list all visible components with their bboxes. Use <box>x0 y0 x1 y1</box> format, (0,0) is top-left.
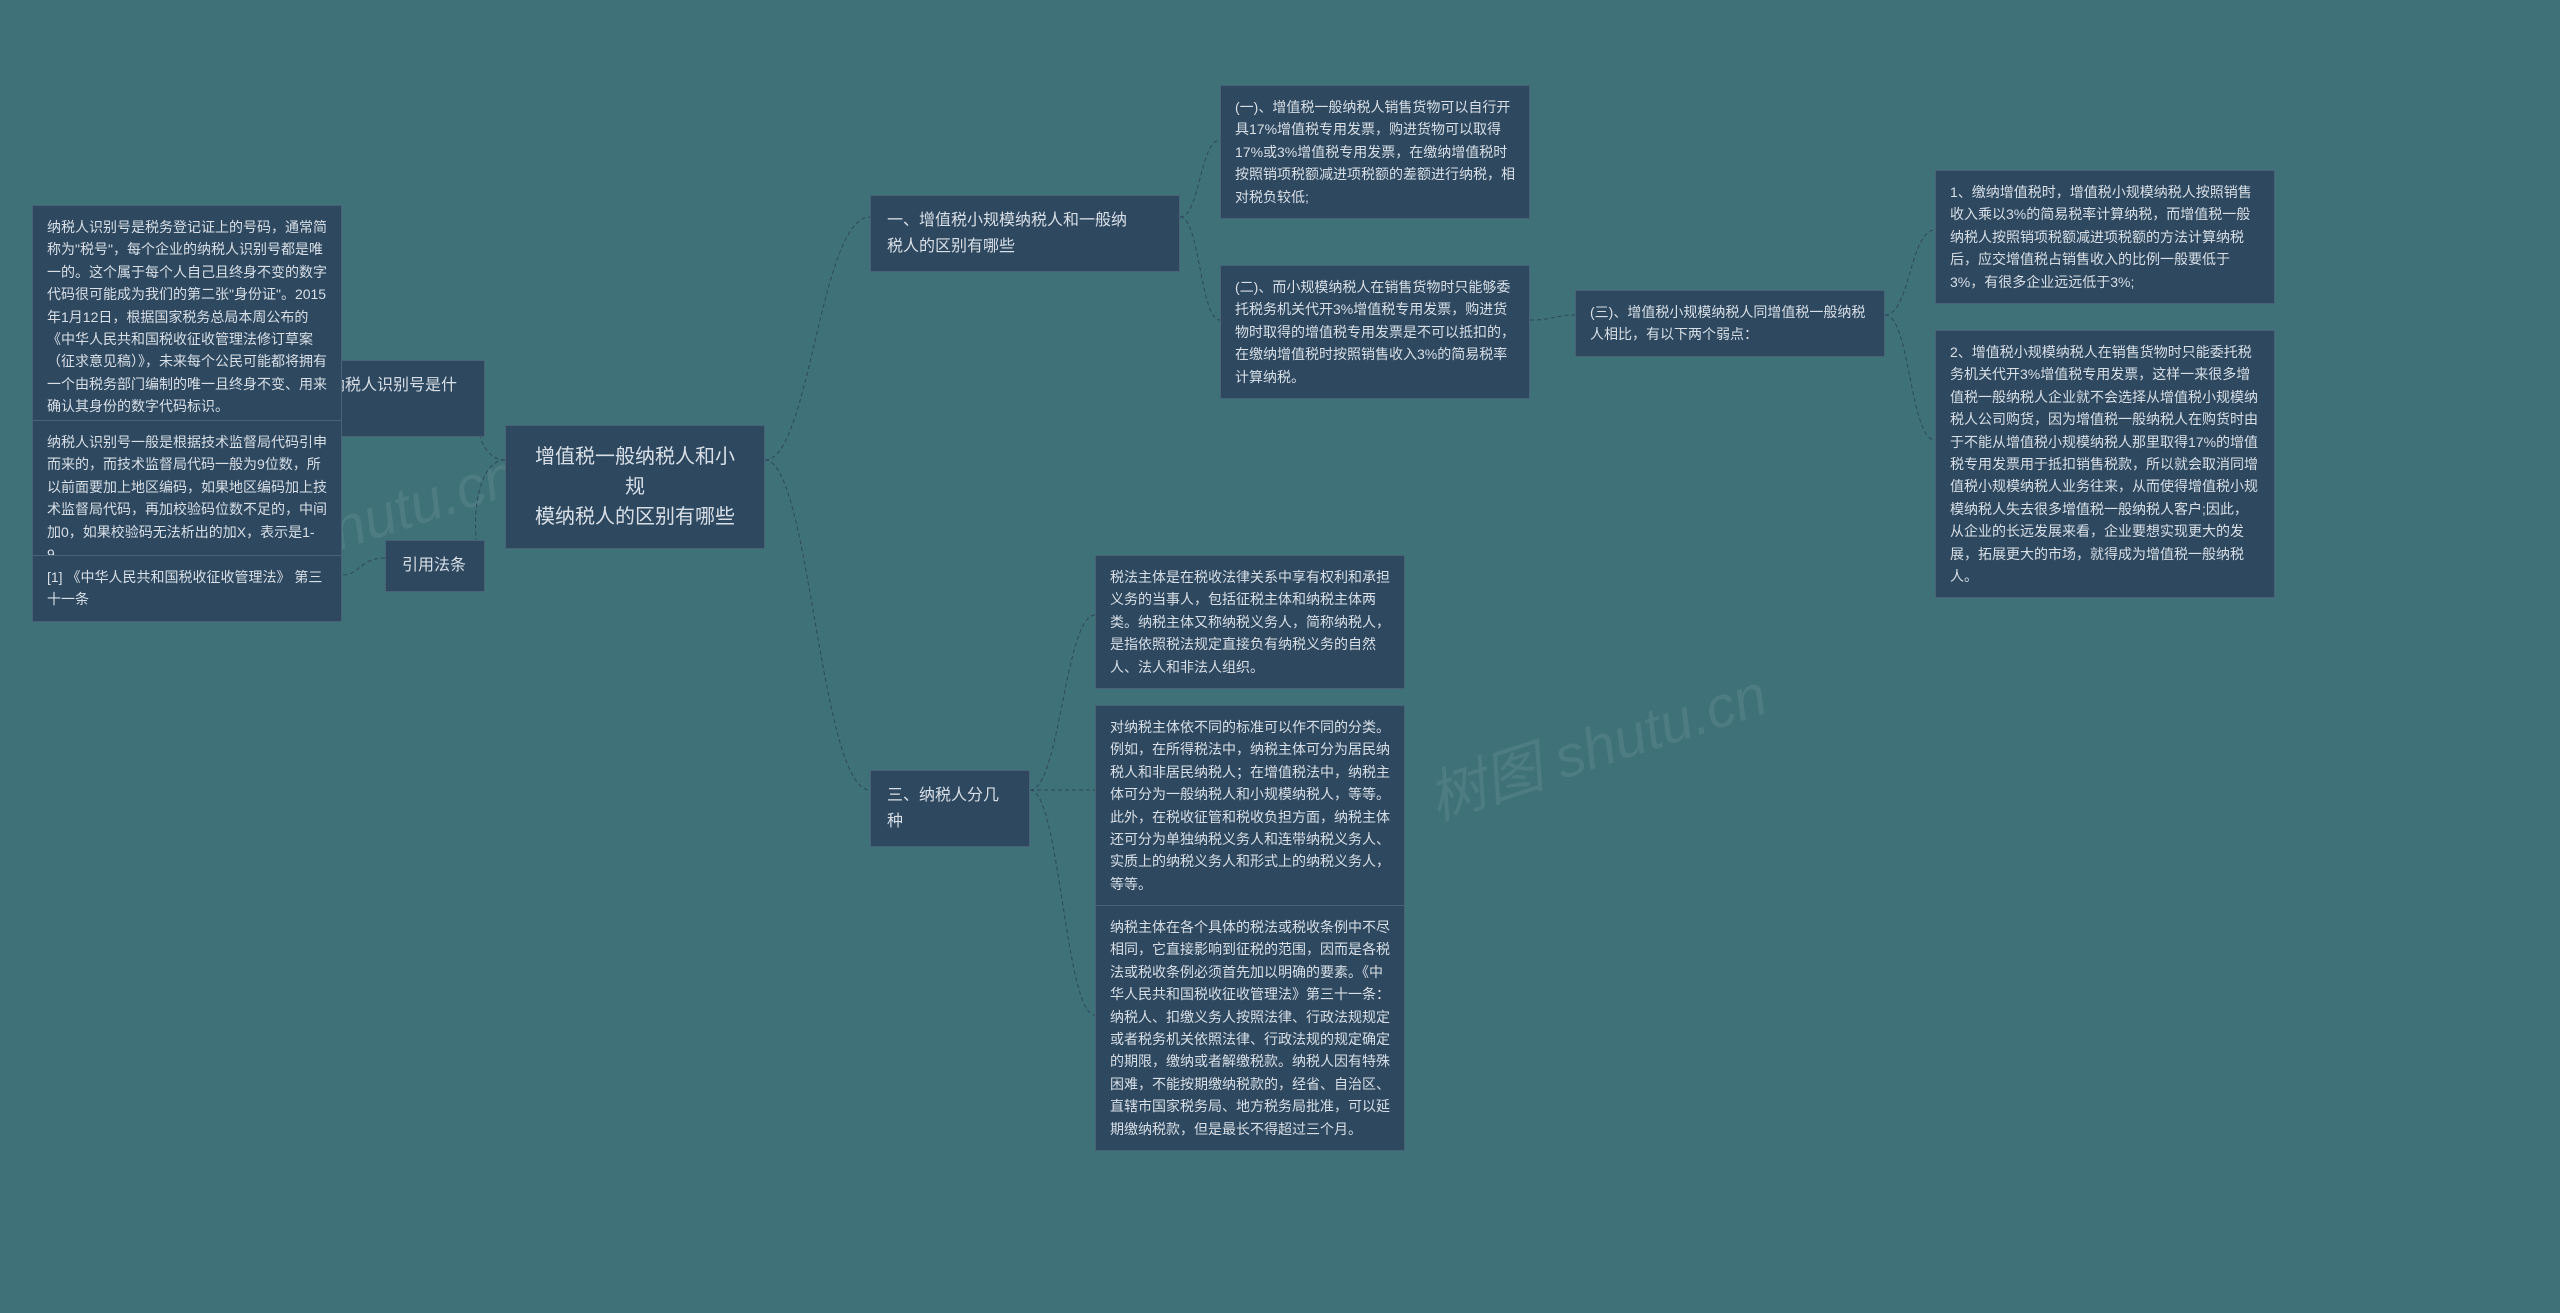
leaf-taxpayer-scope: 纳税主体在各个具体的税法或税收条例中不尽相同，它直接影响到征税的范围，因而是各税… <box>1095 905 1405 1151</box>
center-topic: 增值税一般纳税人和小规模纳税人的区别有哪些 <box>505 425 765 549</box>
watermark-2: 树图 shutu.cn <box>1416 648 1776 836</box>
leaf-vat-weakness-1: 1、缴纳增值税时，增值税小规模纳税人按照销售收入乘以3%的简易税率计算纳税，而增… <box>1935 170 2275 304</box>
leaf-vat-diff-2: (二)、而小规模纳税人在销售货物时只能够委托税务机关代开3%增值税专用发票，购进… <box>1220 265 1530 399</box>
branch-taxpayer-types: 三、纳税人分几种 <box>870 770 1030 847</box>
leaf-taxpayer-subject: 税法主体是在税收法律关系中享有权利和承担义务的当事人，包括征税主体和纳税主体两类… <box>1095 555 1405 689</box>
leaf-vat-weakness-2: 2、增值税小规模纳税人在销售货物时只能委托税务机关代开3%增值税专用发票，这样一… <box>1935 330 2275 598</box>
leaf-vat-weakness: (三)、增值税小规模纳税人同增值税一般纳税人相比，有以下两个弱点： <box>1575 290 1885 357</box>
leaf-tax-id-format: 纳税人识别号一般是根据技术监督局代码引申而来的，而技术监督局代码一般为9位数，所… <box>32 420 342 576</box>
branch-law-ref: 引用法条 <box>385 540 485 592</box>
branch-vat-diff: 一、增值税小规模纳税人和一般纳税人的区别有哪些 <box>870 195 1180 272</box>
leaf-taxpayer-classify: 对纳税主体依不同的标准可以作不同的分类。例如，在所得税法中，纳税主体可分为居民纳… <box>1095 705 1405 906</box>
leaf-tax-id-def: 纳税人识别号是税务登记证上的号码，通常简称为"税号"，每个企业的纳税人识别号都是… <box>32 205 342 429</box>
leaf-law-article: [1] 《中华人民共和国税收征收管理法》 第三十一条 <box>32 555 342 622</box>
leaf-vat-diff-1: (一)、增值税一般纳税人销售货物可以自行开具17%增值税专用发票，购进货物可以取… <box>1220 85 1530 219</box>
